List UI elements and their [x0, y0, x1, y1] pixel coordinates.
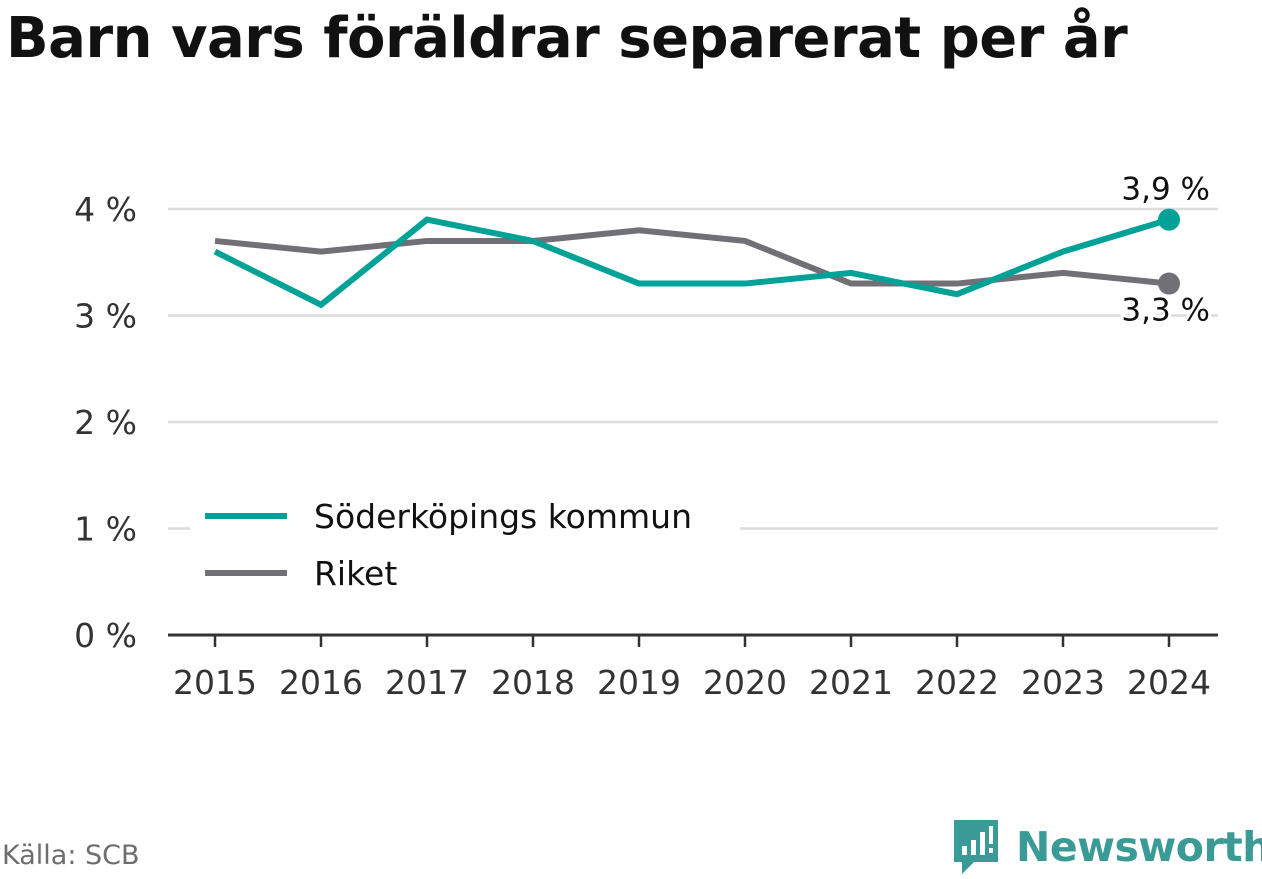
x-tick-label: 2018 — [491, 663, 575, 702]
x-tick-label: 2023 — [1021, 663, 1105, 702]
legend-label: Riket — [314, 554, 397, 593]
source-note: Källa: SCB — [2, 840, 140, 871]
series-end-label: 3,3 % — [1121, 293, 1210, 329]
chart-title: Barn vars föräldrar separerat per år — [6, 6, 1128, 71]
x-axis: 2015 2016 2017 2018 2019 2020 2021 2022 2023 2024 — [168, 633, 1218, 702]
series-end-point-1 — [1158, 272, 1180, 295]
series-end-point-0 — [1158, 208, 1180, 231]
y-tick-label: 4 % — [74, 190, 137, 229]
y-tick-label: 0 % — [74, 616, 137, 655]
brand-name: Newsworthy — [1016, 823, 1262, 871]
series-lines — [213, 208, 1180, 309]
legend-label: Söderköpings kommun — [314, 497, 692, 536]
x-tick-label: 2020 — [703, 663, 787, 702]
x-tick-label: 2017 — [385, 663, 469, 702]
line-chart: 0 % 1 % 2 % 3 % 4 % 2015 2016 2017 2018 2019 2020… — [74, 169, 1218, 702]
y-tick-label: 2 % — [74, 403, 137, 442]
x-tick-label: 2024 — [1127, 663, 1211, 702]
legend-background — [190, 487, 740, 607]
y-tick-label: 1 % — [74, 510, 137, 549]
brand-logo: Newsworthy — [950, 818, 1262, 876]
x-tick-label: 2016 — [279, 663, 363, 702]
newsworthy-logo-icon — [954, 820, 998, 874]
series-line-0 — [213, 216, 1170, 309]
y-axis: 0 % 1 % 2 % 3 % 4 % — [74, 190, 137, 655]
legend: Söderköpings kommun Riket — [190, 487, 740, 607]
gridlines — [168, 207, 1218, 530]
series-end-label: 3,9 % — [1121, 172, 1210, 208]
x-tick-label: 2015 — [173, 663, 257, 702]
x-tick-label: 2022 — [915, 663, 999, 702]
y-tick-label: 3 % — [74, 297, 137, 336]
x-tick-label: 2021 — [809, 663, 893, 702]
series-line-1 — [214, 227, 1170, 287]
end-labels: 3,9 % 3,3 % — [1118, 169, 1213, 332]
x-tick-label: 2019 — [597, 663, 681, 702]
